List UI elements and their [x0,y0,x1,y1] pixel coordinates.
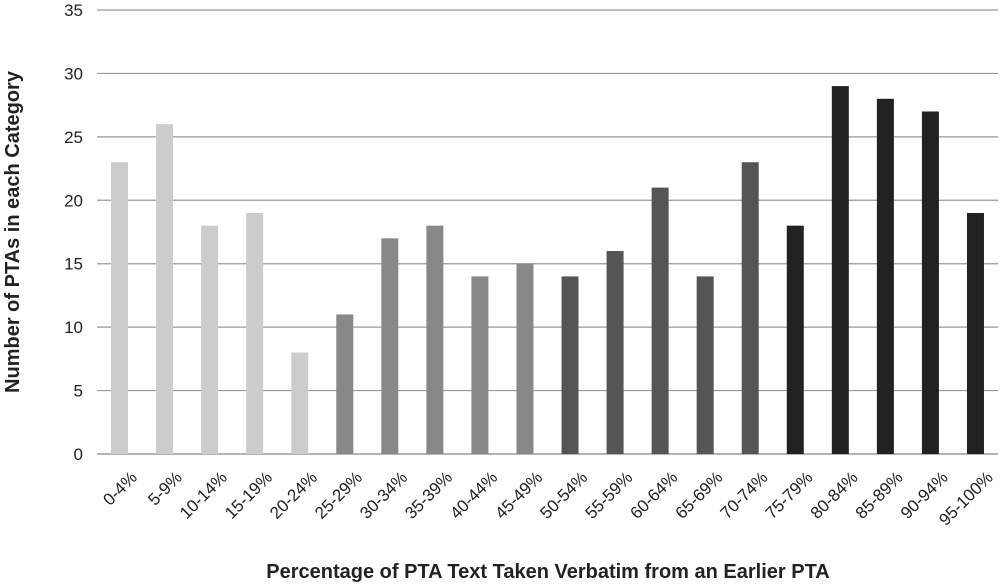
y-tick-label: 5 [74,382,83,401]
bar-0-4% [111,162,129,454]
bar-25-29% [336,314,354,454]
bar-95-100% [966,212,984,454]
bars [111,86,984,455]
bar-85-89% [876,98,894,455]
bar-15-19% [246,212,264,454]
x-tick-label: 75-79% [762,468,817,523]
bar-5-9% [156,124,174,455]
x-tick-label: 20-24% [266,468,321,523]
bar-10-14% [201,225,219,454]
bar-65-69% [696,276,714,454]
x-tick-label: 80-84% [807,468,862,523]
x-tick-label: 0-4% [99,468,140,509]
x-axis-title: Percentage of PTA Text Taken Verbatim fr… [266,561,830,583]
x-tick-label: 40-44% [446,468,501,523]
x-tick-label: 55-59% [582,468,637,523]
bar-40-44% [471,276,489,454]
bar-45-49% [516,263,534,454]
bar-20-24% [291,352,309,454]
bar-35-39% [426,225,444,454]
bar-55-59% [606,251,624,454]
x-tick-label: 45-49% [491,468,546,523]
x-tick-label: 60-64% [627,468,682,523]
x-tick-label: 5-9% [144,468,185,509]
y-tick-labels: 0 5 10 15 20 25 30 35 [64,1,83,464]
y-tick-label: 15 [64,255,83,274]
x-tick-label: 25-29% [311,468,366,523]
x-tick-label: 65-69% [672,468,727,523]
x-tick-label: 30-34% [356,468,411,523]
y-tick-label: 25 [64,128,83,147]
y-axis-title: Number of PTAs in each Category [2,70,24,393]
x-tick-label: 70-74% [717,468,772,523]
bar-90-94% [921,111,939,454]
y-tick-label: 30 [64,64,83,83]
y-tick-label: 10 [64,318,83,337]
y-tick-label: 35 [64,1,83,20]
bar-60-64% [651,187,669,454]
x-tick-label: 85-89% [852,468,907,523]
bar-80-84% [831,86,849,454]
y-tick-label: 0 [74,445,83,464]
bar-30-34% [381,238,399,454]
x-tick-label: 35-39% [401,468,456,523]
x-tick-label: 10-14% [176,468,231,523]
x-tick-labels: 0-4% 5-9%10-14%15-19%20-24%25-29%30-34%35… [99,468,996,530]
bar-50-54% [561,276,579,454]
x-tick-label: 50-54% [536,468,591,523]
gridlines [97,9,998,455]
y-tick-label: 20 [64,191,83,210]
bar-75-79% [786,225,804,454]
x-tick-label: 15-19% [221,468,276,523]
bar-70-74% [741,162,759,454]
